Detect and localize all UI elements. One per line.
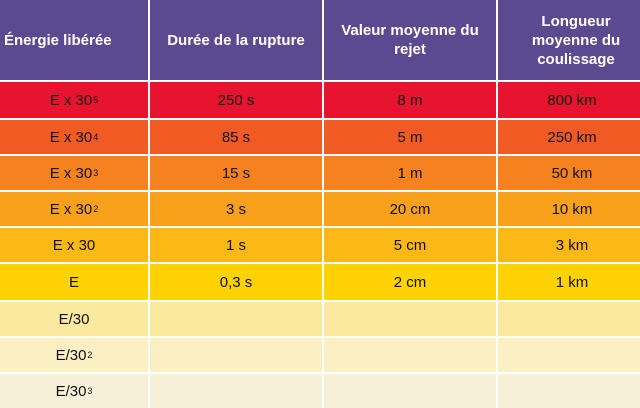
energy-cell: E x 30 3 (0, 156, 148, 190)
duree-cell: 85 s (150, 120, 322, 154)
duree-cell (150, 374, 322, 408)
rejet-cell: 5 m (324, 120, 496, 154)
energy-base: E x 30 (49, 164, 93, 182)
energy-cell: E x 30 4 (0, 120, 148, 154)
rejet-cell: 5 cm (324, 228, 496, 262)
energy-base: E/30 (55, 346, 87, 364)
energy-cell: E/30 (0, 302, 148, 336)
energy-cell: E/30 3 (0, 374, 148, 408)
energy-base: E x 30 (52, 236, 96, 254)
energy-cell: E x 30 2 (0, 192, 148, 226)
energy-cell: E x 30 5 (0, 82, 148, 118)
rejet-cell (324, 374, 496, 408)
energy-base: E x 30 (49, 91, 93, 109)
coulissage-cell (498, 374, 640, 408)
duree-cell (150, 338, 322, 372)
duree-cell: 3 s (150, 192, 322, 226)
rejet-cell (324, 302, 496, 336)
energy-base: E/30 (55, 382, 87, 400)
coulissage-cell: 50 km (498, 156, 640, 190)
coulissage-cell: 1 km (498, 264, 640, 300)
coulissage-cell: 10 km (498, 192, 640, 226)
coulissage-cell: 250 km (498, 120, 640, 154)
energy-base: E x 30 (49, 128, 93, 146)
rejet-cell: 8 m (324, 82, 496, 118)
energy-cell: E (0, 264, 148, 300)
coulissage-cell (498, 302, 640, 336)
energy-base: E x 30 (49, 200, 93, 218)
rejet-cell: 2 cm (324, 264, 496, 300)
duree-cell (150, 302, 322, 336)
coulissage-cell: 800 km (498, 82, 640, 118)
energy-base: E (68, 273, 79, 291)
coulissage-cell: 3 km (498, 228, 640, 262)
rejet-cell (324, 338, 496, 372)
rejet-cell: 20 cm (324, 192, 496, 226)
header-energie: Énergie libérée (0, 0, 148, 80)
header-coulissage: Longueur moyenne du coulissage (498, 0, 640, 80)
header-duree: Durée de la rupture (150, 0, 322, 80)
energy-base: E/30 (58, 310, 90, 328)
duree-cell: 15 s (150, 156, 322, 190)
energy-cell: E x 30 (0, 228, 148, 262)
duree-cell: 0,3 s (150, 264, 322, 300)
duree-cell: 250 s (150, 82, 322, 118)
energy-cell: E/30 2 (0, 338, 148, 372)
rejet-cell: 1 m (324, 156, 496, 190)
duree-cell: 1 s (150, 228, 322, 262)
coulissage-cell (498, 338, 640, 372)
header-rejet: Valeur moyenne du rejet (324, 0, 496, 80)
